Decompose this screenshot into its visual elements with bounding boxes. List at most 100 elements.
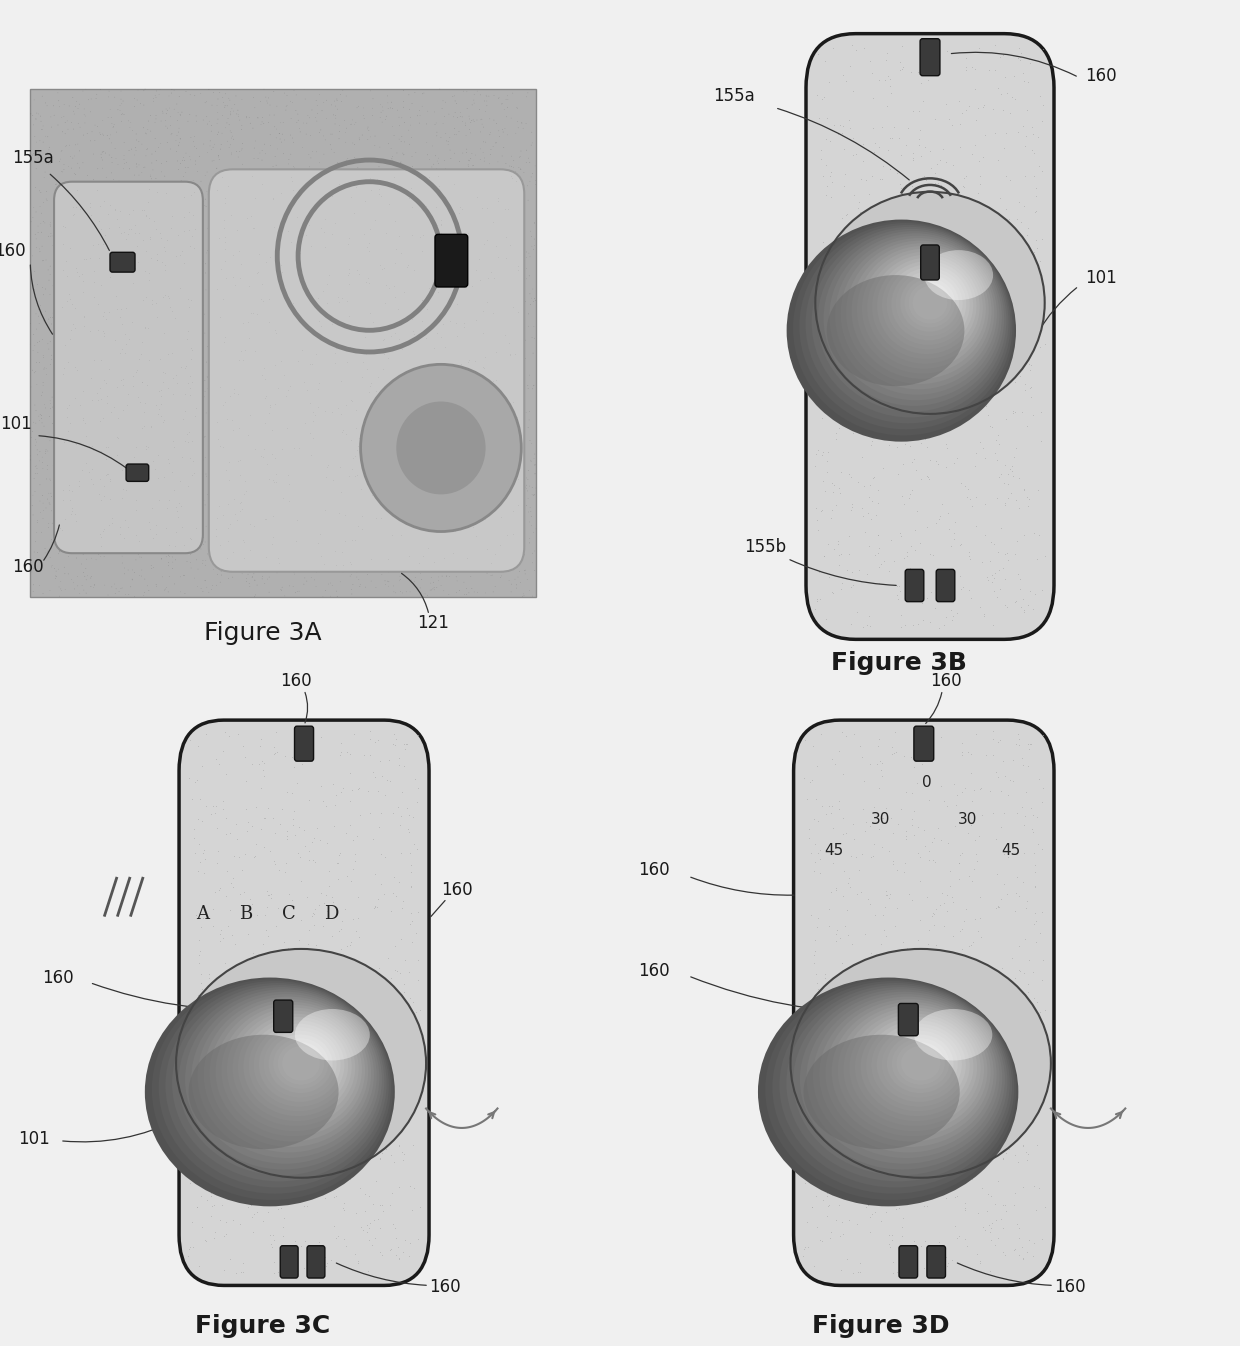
Point	[250, 143, 270, 164]
Point	[1033, 724, 1053, 746]
Point	[317, 292, 337, 314]
Point	[186, 549, 206, 571]
Point	[358, 322, 378, 343]
Point	[999, 209, 1019, 230]
Point	[852, 1014, 872, 1035]
Point	[894, 1109, 914, 1131]
Point	[372, 436, 392, 458]
Point	[262, 443, 281, 464]
Point	[434, 237, 454, 258]
Point	[53, 288, 73, 310]
Point	[170, 350, 190, 371]
Point	[110, 522, 130, 544]
Point	[159, 452, 179, 474]
Point	[985, 580, 1004, 602]
Point	[58, 118, 78, 140]
Point	[300, 234, 320, 256]
Point	[208, 322, 228, 343]
Point	[919, 985, 939, 1007]
Point	[335, 499, 355, 521]
Point	[253, 1018, 273, 1039]
Point	[155, 284, 175, 306]
Point	[815, 962, 835, 984]
Point	[89, 378, 109, 400]
Point	[309, 378, 329, 400]
Point	[430, 489, 450, 510]
Point	[83, 206, 103, 227]
Point	[879, 1233, 899, 1254]
Point	[244, 1047, 264, 1069]
Point	[69, 440, 89, 462]
Point	[1012, 795, 1032, 817]
Point	[136, 393, 156, 415]
Point	[88, 233, 108, 254]
Point	[187, 1197, 207, 1218]
Point	[294, 818, 314, 840]
Point	[314, 479, 334, 501]
Point	[293, 396, 312, 417]
Point	[348, 304, 368, 326]
Point	[352, 1003, 372, 1024]
Point	[846, 1174, 866, 1195]
Point	[306, 441, 326, 463]
Point	[247, 1114, 267, 1136]
Point	[56, 341, 76, 362]
Point	[489, 203, 508, 225]
Point	[360, 233, 379, 254]
Point	[312, 1156, 332, 1178]
Point	[843, 421, 863, 443]
Point	[801, 843, 821, 864]
Point	[852, 1162, 872, 1183]
Point	[334, 250, 353, 272]
Point	[57, 265, 77, 287]
Point	[405, 350, 425, 371]
Point	[407, 549, 427, 571]
Point	[401, 423, 420, 444]
Point	[228, 968, 248, 989]
Point	[255, 214, 275, 236]
Point	[386, 511, 405, 533]
Point	[223, 267, 243, 288]
Point	[172, 186, 192, 207]
Point	[417, 113, 436, 135]
Point	[77, 122, 97, 144]
Point	[78, 565, 98, 587]
Point	[124, 447, 144, 468]
Point	[51, 380, 71, 401]
Point	[84, 326, 104, 347]
Point	[365, 425, 384, 447]
Point	[391, 581, 410, 603]
Point	[372, 258, 392, 280]
Point	[895, 1261, 915, 1283]
Point	[500, 478, 520, 499]
Point	[866, 973, 885, 995]
Point	[299, 840, 319, 861]
Point	[970, 887, 990, 909]
Point	[56, 135, 76, 156]
Point	[357, 118, 377, 140]
Point	[321, 191, 341, 213]
Point	[156, 498, 176, 520]
Point	[110, 306, 130, 327]
Point	[48, 90, 68, 112]
Point	[262, 392, 281, 413]
Point	[108, 240, 128, 261]
Point	[361, 127, 381, 148]
Point	[95, 452, 115, 474]
Point	[267, 1140, 286, 1162]
Point	[821, 186, 841, 207]
Point	[108, 521, 128, 542]
Point	[379, 432, 399, 454]
Point	[135, 182, 155, 203]
Point	[427, 121, 446, 143]
Point	[257, 287, 277, 308]
Point	[405, 202, 425, 223]
Point	[898, 1106, 918, 1128]
Point	[427, 400, 446, 421]
Point	[346, 195, 366, 217]
Point	[433, 328, 453, 350]
Point	[60, 474, 79, 495]
Point	[858, 1194, 878, 1215]
Point	[893, 35, 913, 57]
Point	[224, 272, 244, 293]
